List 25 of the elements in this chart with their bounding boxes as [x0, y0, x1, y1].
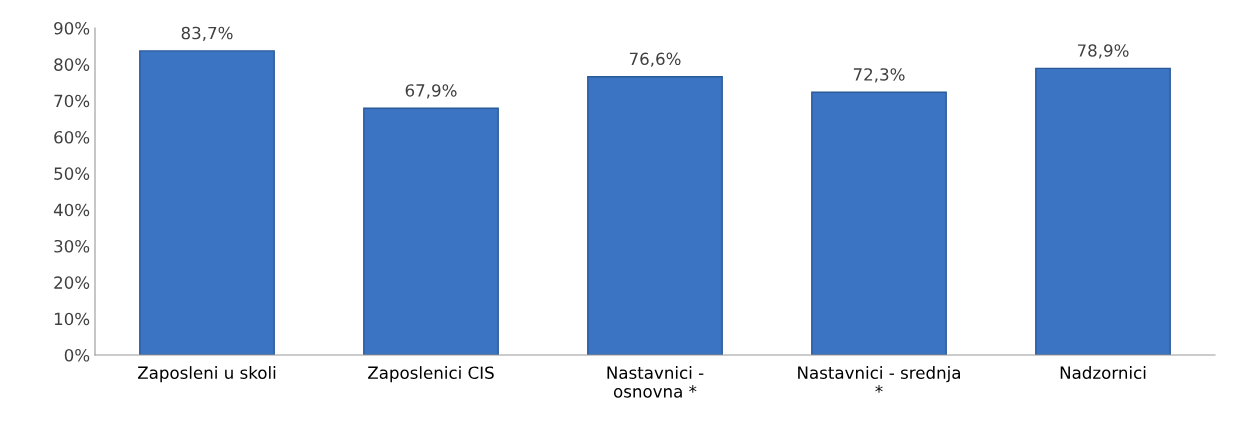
y-tick-label: 50% [54, 167, 90, 180]
x-tick-label: Nadzornici [1060, 366, 1146, 380]
x-tick-label: Nastavnici - osnovna * [607, 366, 704, 398]
bar [139, 50, 275, 355]
y-tick-label: 30% [54, 239, 90, 253]
y-tick-label: 70% [54, 94, 90, 108]
data-label: 72,3% [853, 68, 905, 83]
bar [587, 75, 723, 355]
bar [1035, 67, 1171, 355]
data-label: 67,9% [405, 84, 457, 99]
data-label: 83,7% [181, 26, 233, 42]
y-tick-label: 90% [54, 21, 90, 35]
x-tick-label: Zaposleni u skoli [137, 366, 276, 383]
y-tick-label: 0% [64, 348, 90, 362]
y-tick-label: 60% [54, 130, 90, 144]
y-tick-label: 80% [54, 58, 90, 71]
bar [363, 107, 499, 355]
y-tick-label: 10% [54, 312, 90, 326]
x-tick-label: Zaposlenici CIS [368, 366, 494, 383]
data-label: 78,9% [1077, 44, 1129, 59]
x-tick-label: Nastavnici - srednja * [798, 366, 960, 393]
y-tick-label: 40% [53, 203, 90, 217]
y-tick-label: 20% [54, 276, 90, 289]
bar [811, 91, 947, 355]
data-label: 76,6% [629, 52, 681, 67]
